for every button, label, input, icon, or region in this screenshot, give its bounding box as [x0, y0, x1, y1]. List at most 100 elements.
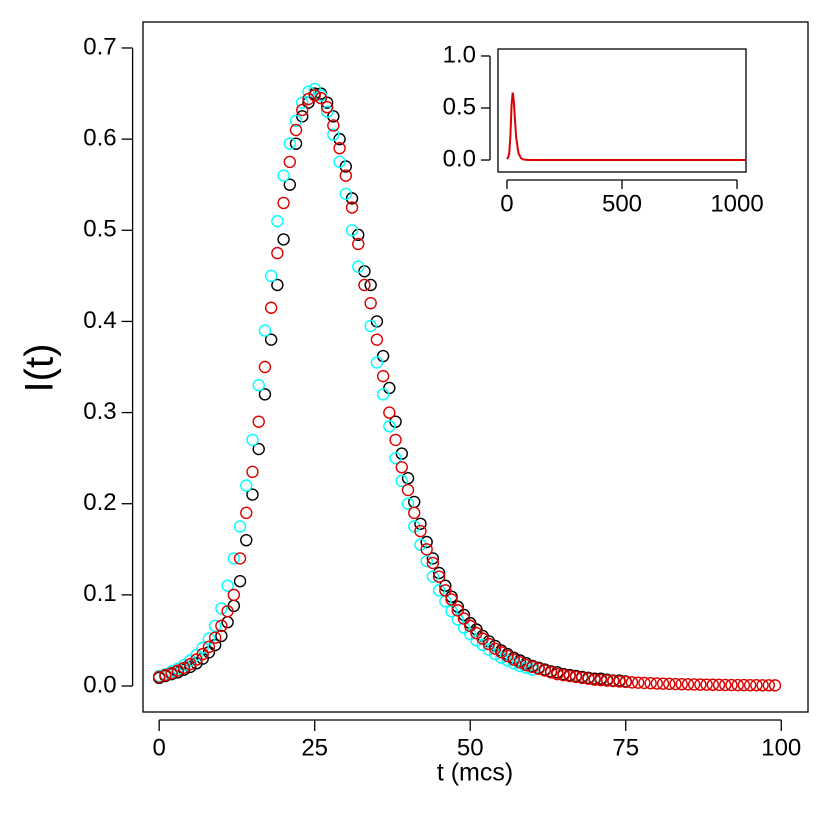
data-point [333, 155, 346, 169]
data-point [190, 657, 203, 670]
data-point [750, 679, 763, 692]
data-point [152, 670, 166, 684]
data-point [426, 570, 440, 583]
data-point [296, 110, 309, 123]
data-point [358, 265, 371, 278]
data-point [352, 228, 365, 242]
data-point [364, 319, 377, 333]
data-point [376, 349, 390, 363]
data-point [401, 472, 415, 485]
data-line [506, 92, 747, 162]
plot-frame [142, 21, 809, 713]
data-point [208, 631, 222, 644]
data-point [607, 674, 620, 688]
data-point [414, 538, 427, 551]
data-point [575, 671, 589, 685]
data-point [638, 676, 651, 690]
data-point [283, 137, 297, 150]
data-point [339, 187, 352, 201]
data-point [737, 678, 751, 692]
data-point [420, 543, 433, 556]
data-point [482, 643, 496, 656]
data-point [252, 442, 265, 456]
data-point [457, 621, 471, 634]
y-tick-label: 0.1 [83, 580, 116, 607]
data-point [364, 278, 377, 292]
data-point [457, 608, 471, 622]
data-point [439, 584, 452, 597]
y-tick-label: 0.7 [83, 33, 116, 60]
data-point [240, 479, 253, 492]
data-point [451, 600, 464, 613]
x-tick-label: 1000 [710, 190, 763, 217]
data-point [526, 660, 539, 674]
data-point [464, 619, 477, 633]
x-tick-label: 75 [612, 734, 639, 761]
data-point [706, 678, 720, 691]
data-point [569, 670, 583, 684]
data-point [495, 646, 508, 659]
x-axis-label: t (mcs) [437, 759, 513, 787]
data-point [296, 103, 309, 117]
data-point [277, 196, 290, 210]
data-point [171, 664, 185, 677]
data-point [215, 629, 228, 643]
y-tick-label: 1.0 [443, 41, 476, 68]
data-point [283, 155, 297, 169]
y-tick-label: 0.3 [83, 398, 116, 425]
data-point [551, 667, 564, 681]
data-point [432, 584, 446, 597]
data-point [389, 451, 402, 465]
data-point [669, 677, 682, 691]
plot-frame [497, 48, 747, 173]
data-point [215, 619, 228, 633]
data-point [184, 657, 197, 671]
data-point [215, 602, 228, 615]
data-point [289, 137, 303, 150]
data-point [258, 324, 272, 337]
data-point [289, 114, 303, 128]
data-point [432, 570, 446, 583]
data-point [240, 506, 253, 520]
data-point [470, 634, 483, 647]
data-point [364, 296, 377, 310]
data-point [233, 575, 247, 588]
data-point [376, 388, 390, 401]
data-point [582, 672, 595, 685]
data-point [768, 679, 782, 692]
data-point [233, 520, 247, 533]
data-point [227, 552, 241, 565]
data-point [401, 483, 415, 497]
data-point [296, 96, 309, 109]
data-point [208, 638, 222, 652]
data-point [451, 604, 464, 617]
data-point [233, 552, 247, 565]
data-point [376, 369, 390, 383]
data-point [277, 169, 290, 182]
data-point [271, 278, 284, 292]
data-point [762, 679, 776, 692]
data-point [258, 360, 272, 374]
data-point [488, 647, 502, 661]
data-point [482, 637, 496, 651]
data-point [333, 142, 346, 155]
data-point [457, 612, 471, 625]
data-point [345, 192, 359, 205]
data-point [177, 661, 191, 674]
data-point [264, 301, 278, 314]
data-point [557, 668, 570, 682]
data-point [408, 520, 421, 533]
data-point [271, 214, 284, 228]
data-point [426, 552, 440, 565]
x-tick-label: 50 [457, 734, 484, 761]
data-point [408, 506, 421, 520]
data-point [687, 678, 701, 691]
data-point [283, 178, 297, 191]
data-point [246, 465, 259, 479]
data-point [395, 447, 408, 460]
data-point [401, 497, 415, 510]
y-tick-label: 0.0 [443, 145, 476, 172]
data-point [519, 658, 533, 672]
data-point [513, 656, 527, 669]
